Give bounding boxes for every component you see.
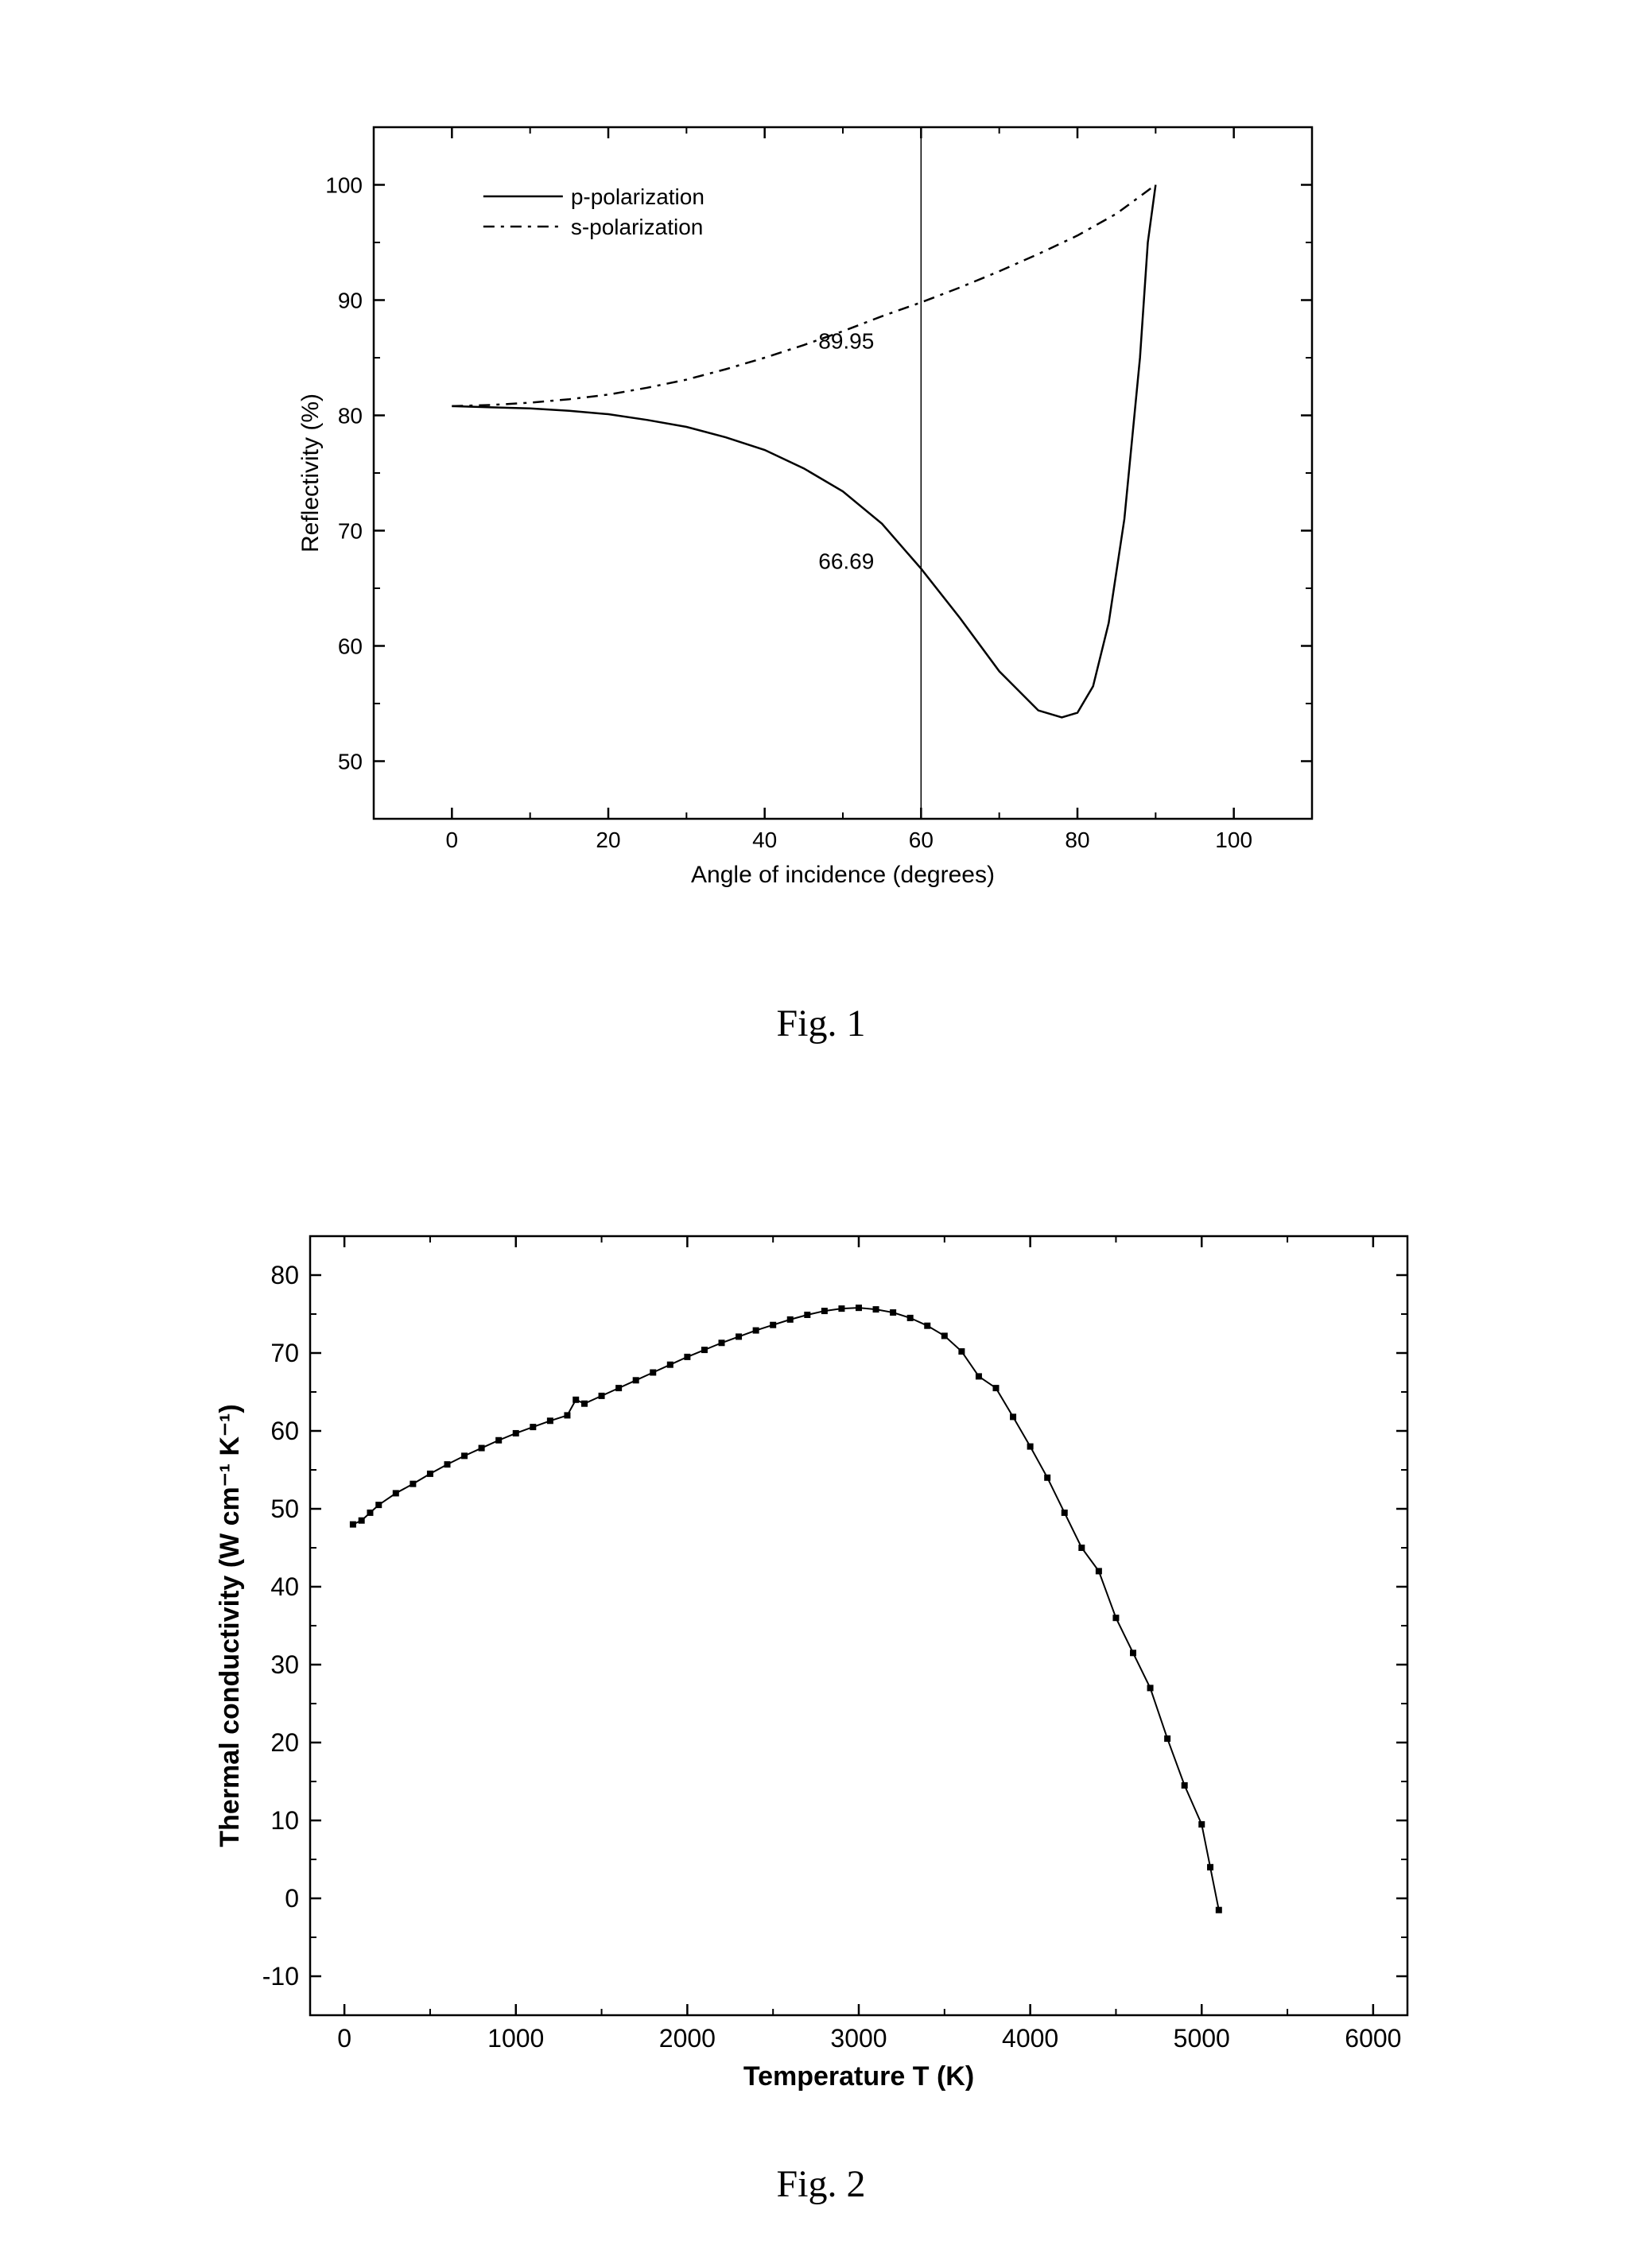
svg-text:1000: 1000 xyxy=(487,2024,544,2053)
page: 0204060801005060708090100Angle of incide… xyxy=(0,0,1642,2268)
fig1-caption: Fig. 1 xyxy=(0,1002,1642,1045)
svg-text:Temperature T (K): Temperature T (K) xyxy=(743,2061,974,2092)
svg-text:50: 50 xyxy=(270,1495,299,1523)
fig1-chart: 0 20 40 60 80 100 50 60 70 80 90 100 Angle of incide… xyxy=(0,0,1642,954)
svg-text:80: 80 xyxy=(270,1261,299,1289)
svg-text:89.95: 89.95 xyxy=(818,328,874,353)
svg-text:60: 60 xyxy=(270,1417,299,1445)
svg-text:10: 10 xyxy=(270,1806,299,1835)
svg-text:60: 60 xyxy=(909,828,934,852)
svg-text:20: 20 xyxy=(596,828,620,852)
fig2-svg: 0 1000 2000 3000 4000 5000 6000 -10 0 10 20 30 40 50 6… xyxy=(0,1137,1642,2123)
svg-text:40: 40 xyxy=(270,1572,299,1601)
svg-text:3000: 3000 xyxy=(830,2024,887,2053)
svg-text:20: 20 xyxy=(270,1728,299,1757)
svg-text:Reflectivity (%): Reflectivity (%) xyxy=(297,394,324,552)
svg-text:Thermal conductivity (W cm⁻¹ K: Thermal conductivity (W cm⁻¹ K⁻¹) xyxy=(215,1404,245,1847)
svg-text:s-polarization: s-polarization xyxy=(571,215,704,239)
svg-text:66.69: 66.69 xyxy=(818,549,874,573)
fig2-caption: Fig. 2 xyxy=(0,2162,1642,2206)
svg-text:0: 0 xyxy=(285,1884,299,1913)
svg-text:0: 0 xyxy=(446,828,459,852)
svg-text:30: 30 xyxy=(270,1650,299,1679)
svg-text:-10: -10 xyxy=(262,1962,299,1991)
svg-text:0: 0 xyxy=(337,2024,351,2053)
svg-text:90: 90 xyxy=(338,289,363,313)
svg-text:p-polarization: p-polarization xyxy=(571,184,705,209)
svg-text:70: 70 xyxy=(270,1339,299,1367)
svg-text:2000: 2000 xyxy=(659,2024,716,2053)
svg-text:80: 80 xyxy=(1065,828,1089,852)
svg-text:Angle of incidence (degrees): Angle of incidence (degrees) xyxy=(691,862,995,888)
svg-text:50: 50 xyxy=(338,750,363,774)
svg-text:70: 70 xyxy=(338,519,363,544)
fig1-svg: 0 20 40 60 80 100 50 60 70 80 90 100 Angle of incide… xyxy=(0,0,1642,954)
svg-text:4000: 4000 xyxy=(1002,2024,1058,2053)
fig2-chart: 0 1000 2000 3000 4000 5000 6000 -10 0 10 20 30 40 50 6… xyxy=(0,1137,1642,2123)
svg-text:60: 60 xyxy=(338,634,363,659)
svg-text:6000: 6000 xyxy=(1345,2024,1401,2053)
svg-text:80: 80 xyxy=(338,404,363,428)
svg-text:100: 100 xyxy=(1215,828,1252,852)
svg-text:40: 40 xyxy=(752,828,777,852)
svg-text:5000: 5000 xyxy=(1174,2024,1230,2053)
svg-text:100: 100 xyxy=(325,173,363,198)
